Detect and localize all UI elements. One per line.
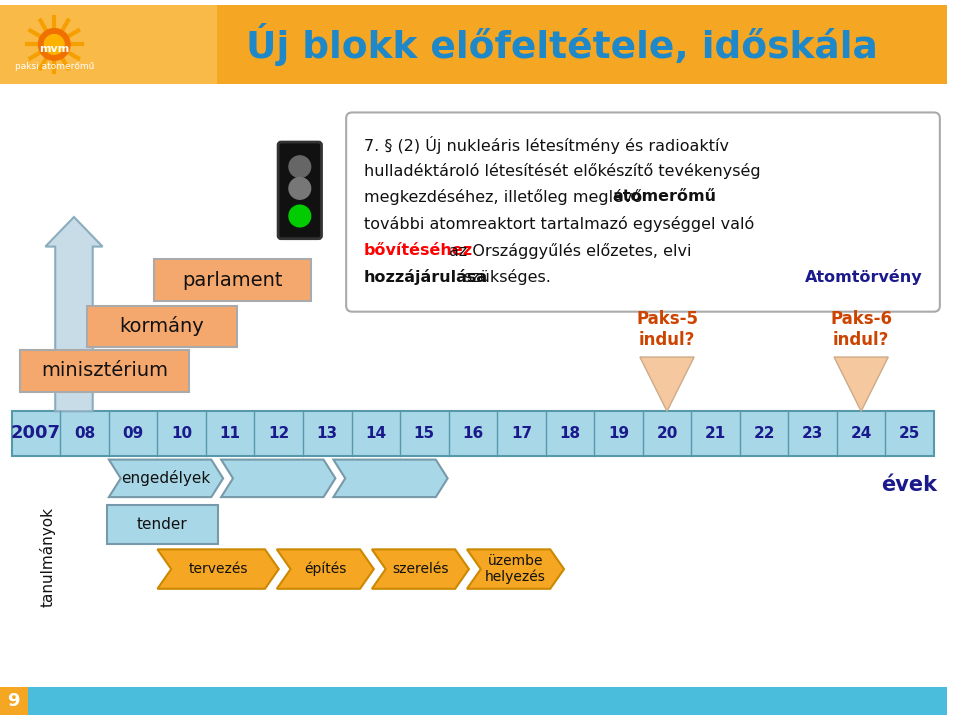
Text: 2007: 2007 xyxy=(12,425,61,443)
Text: atomerőmű: atomerőmű xyxy=(612,189,716,204)
FancyBboxPatch shape xyxy=(347,112,940,312)
Text: minisztérium: minisztérium xyxy=(41,361,168,380)
Text: 23: 23 xyxy=(802,426,824,441)
Polygon shape xyxy=(45,217,103,411)
FancyBboxPatch shape xyxy=(0,5,947,715)
Text: Új blokk előfeltétele, időskála: Új blokk előfeltétele, időskála xyxy=(246,23,878,66)
Text: Paks-5
indul?: Paks-5 indul? xyxy=(636,310,698,349)
Text: szerelés: szerelés xyxy=(393,562,448,576)
Text: tervezés: tervezés xyxy=(188,562,248,576)
Polygon shape xyxy=(333,459,447,497)
FancyBboxPatch shape xyxy=(107,505,218,544)
Text: 22: 22 xyxy=(754,426,775,441)
Text: bővítéséhez: bővítéséhez xyxy=(364,243,473,258)
Text: további atomreaktort tartalmazó egységgel való: további atomreaktort tartalmazó egységge… xyxy=(364,216,755,232)
Text: építés: építés xyxy=(304,562,347,576)
Text: 08: 08 xyxy=(74,426,95,441)
Text: 20: 20 xyxy=(657,426,678,441)
Text: parlament: parlament xyxy=(182,271,282,289)
FancyBboxPatch shape xyxy=(154,259,311,301)
Polygon shape xyxy=(157,549,278,589)
Text: tanulmányok: tanulmányok xyxy=(39,507,56,607)
Text: üzembe
helyezés: üzembe helyezés xyxy=(485,554,546,585)
Text: mvm: mvm xyxy=(39,45,69,54)
Text: tender: tender xyxy=(137,517,187,532)
Text: Paks-6
indul?: Paks-6 indul? xyxy=(830,310,892,349)
Text: szükséges.: szükséges. xyxy=(464,269,551,285)
Text: 14: 14 xyxy=(365,426,386,441)
Text: az Országgyűlés előzetes, elvi: az Országgyűlés előzetes, elvi xyxy=(448,243,691,258)
Text: 10: 10 xyxy=(171,426,192,441)
Text: 25: 25 xyxy=(899,426,921,441)
FancyBboxPatch shape xyxy=(0,688,947,715)
Text: 18: 18 xyxy=(560,426,581,441)
Polygon shape xyxy=(640,357,694,411)
Text: 21: 21 xyxy=(705,426,726,441)
Polygon shape xyxy=(221,459,335,497)
FancyBboxPatch shape xyxy=(0,5,947,84)
Text: hozzájárulása: hozzájárulása xyxy=(364,269,488,285)
Circle shape xyxy=(38,29,70,60)
Text: Atomtörvény: Atomtörvény xyxy=(804,269,923,285)
Text: évek: évek xyxy=(881,475,937,495)
Text: kormány: kormány xyxy=(119,317,204,336)
Text: 17: 17 xyxy=(511,426,532,441)
Text: engedélyek: engedélyek xyxy=(121,470,210,486)
FancyBboxPatch shape xyxy=(12,411,934,456)
Polygon shape xyxy=(372,549,468,589)
Text: paksi atomerőmű: paksi atomerőmű xyxy=(14,62,94,71)
Circle shape xyxy=(289,205,311,227)
Circle shape xyxy=(289,178,311,199)
Text: 7. § (2) Új nukleáris létesítmény és radioaktív: 7. § (2) Új nukleáris létesítmény és rad… xyxy=(364,136,729,154)
Text: 09: 09 xyxy=(123,426,144,441)
Circle shape xyxy=(44,35,64,54)
FancyBboxPatch shape xyxy=(86,306,237,347)
FancyBboxPatch shape xyxy=(20,350,189,392)
FancyBboxPatch shape xyxy=(0,5,217,84)
Polygon shape xyxy=(834,357,888,411)
Polygon shape xyxy=(276,549,373,589)
Polygon shape xyxy=(108,459,223,497)
Text: 16: 16 xyxy=(463,426,484,441)
Text: 9: 9 xyxy=(8,692,20,710)
Circle shape xyxy=(289,156,311,178)
Text: 12: 12 xyxy=(268,426,289,441)
Text: 24: 24 xyxy=(851,426,872,441)
Text: 11: 11 xyxy=(220,426,241,441)
Text: hulladéktároló létesítését előkészítő tevékenység: hulladéktároló létesítését előkészítő te… xyxy=(364,163,760,179)
Text: 19: 19 xyxy=(608,426,629,441)
Text: megkezdéséhez, illetőleg meglévő: megkezdéséhez, illetőleg meglévő xyxy=(364,189,647,205)
Text: 15: 15 xyxy=(414,426,435,441)
FancyBboxPatch shape xyxy=(0,688,28,715)
FancyBboxPatch shape xyxy=(278,142,322,239)
Text: 13: 13 xyxy=(317,426,338,441)
Polygon shape xyxy=(467,549,564,589)
